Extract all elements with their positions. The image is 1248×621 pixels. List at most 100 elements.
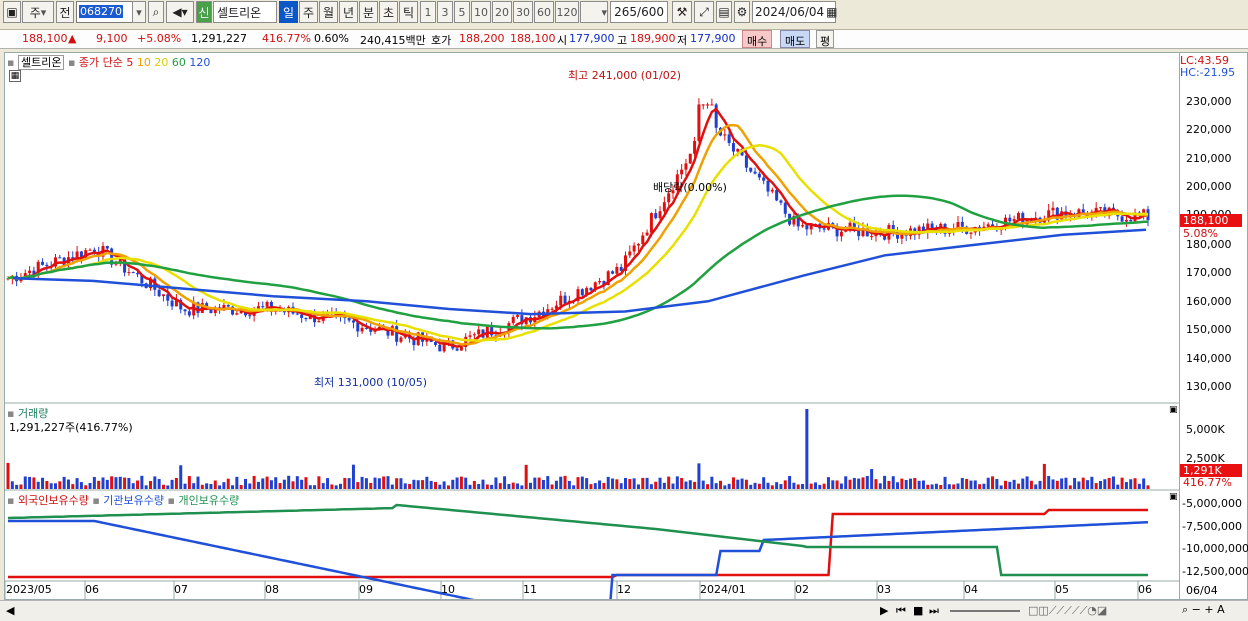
volume-bar bbox=[23, 476, 27, 489]
ma5-label[interactable]: 5 bbox=[126, 56, 134, 69]
volume-bar bbox=[291, 481, 295, 489]
span-5[interactable]: 5 bbox=[454, 1, 470, 23]
window-icon[interactable]: ▣ bbox=[3, 1, 21, 23]
bid-price: 188,100 bbox=[510, 32, 556, 45]
trade-amount: 240,415백만 bbox=[360, 34, 426, 47]
individual-holding-label[interactable]: 개인보유수량 bbox=[178, 494, 240, 507]
volume-title-text[interactable]: 거래량 bbox=[17, 407, 49, 420]
candle-body bbox=[753, 171, 757, 174]
low-price: 177,900 bbox=[690, 32, 736, 45]
period-year[interactable]: 년 bbox=[339, 1, 358, 23]
scroll-right-icon[interactable]: ▶ bbox=[880, 604, 889, 617]
tool-icons[interactable]: □◫⟋⟋⟋⟋⟋◔◪ bbox=[1028, 604, 1108, 617]
gear-icon[interactable]: ⚙ bbox=[734, 1, 750, 23]
hold-tick-10m: -10,000,000 bbox=[1182, 542, 1248, 555]
avg-button[interactable]: 평 bbox=[816, 30, 835, 48]
candle-body bbox=[636, 244, 640, 246]
y-tick-150000: 150,000 bbox=[1186, 323, 1232, 336]
volume-bar bbox=[256, 481, 260, 489]
span-10[interactable]: 10 bbox=[471, 1, 491, 23]
candle-body bbox=[23, 273, 27, 278]
stock-name-tag[interactable]: 셀트리온 bbox=[17, 55, 65, 70]
grid-toggle-icon[interactable]: ▦ bbox=[9, 70, 21, 82]
candle-body bbox=[706, 104, 710, 106]
volume-bar bbox=[598, 480, 602, 489]
volume-bar bbox=[282, 479, 286, 489]
volume-bar bbox=[632, 478, 636, 489]
panel-close-icon[interactable]: ▣ bbox=[1169, 492, 1178, 502]
ma20-label[interactable]: 20 bbox=[154, 56, 169, 69]
candle-body bbox=[412, 338, 416, 346]
volume-bar bbox=[891, 476, 895, 489]
period-second[interactable]: 초 bbox=[379, 1, 398, 23]
span-1[interactable]: 1 bbox=[420, 1, 436, 23]
period-week[interactable]: 주 bbox=[299, 1, 318, 23]
speaker-icon[interactable]: ◀▾ bbox=[166, 1, 194, 23]
volume-bar bbox=[796, 484, 800, 489]
chart-area[interactable]: ▪ 셀트리온 ▪ 종가 단순 5 10 20 60 120 ▦ 최고 241,0… bbox=[4, 52, 1180, 600]
chart-canvas[interactable] bbox=[5, 53, 1179, 599]
volume-bar bbox=[736, 479, 740, 489]
span-3[interactable]: 3 bbox=[437, 1, 453, 23]
volume-bar bbox=[403, 483, 407, 489]
date-field[interactable]: 2024/06/04 ▦ bbox=[752, 1, 838, 23]
volume-bar bbox=[196, 476, 200, 489]
candle-body bbox=[624, 255, 627, 271]
ma60-label[interactable]: 60 bbox=[171, 56, 186, 69]
panel-close-icon[interactable]: ▣ bbox=[1169, 405, 1178, 415]
hold-tick-12-5m: -12,500,000 bbox=[1182, 565, 1248, 578]
volume-bar bbox=[857, 478, 861, 489]
candle-body bbox=[766, 180, 770, 192]
volume-bar bbox=[731, 477, 735, 489]
market-select[interactable]: 주 ▾ bbox=[22, 1, 54, 23]
period-tick[interactable]: 틱 bbox=[399, 1, 418, 23]
candle-body bbox=[28, 270, 32, 274]
volume-bar bbox=[157, 479, 161, 489]
candle-body bbox=[395, 326, 399, 342]
candle-body bbox=[209, 309, 213, 314]
zoom-out-icon[interactable]: ⌕ − + A bbox=[1182, 603, 1225, 616]
span-dropdown[interactable]: ▾ bbox=[580, 1, 608, 23]
buy-button[interactable]: 매수 bbox=[742, 30, 773, 48]
period-minute[interactable]: 분 bbox=[359, 1, 378, 23]
y-tick-130000: 130,000 bbox=[1186, 380, 1232, 393]
draw-icon[interactable]: ⤢ bbox=[694, 1, 714, 23]
stock-name-field[interactable]: 셀트리온 bbox=[213, 1, 277, 23]
new-badge: 신 bbox=[196, 1, 212, 23]
x-axis-03: 03 bbox=[877, 583, 891, 596]
x-axis-04: 04 bbox=[964, 583, 978, 596]
count-field[interactable]: 265/600 bbox=[610, 1, 668, 23]
volume-bar bbox=[870, 469, 874, 489]
span-120[interactable]: 120 bbox=[555, 1, 579, 23]
volume-bar bbox=[75, 478, 79, 489]
candle-body bbox=[883, 234, 887, 240]
span-20[interactable]: 20 bbox=[492, 1, 512, 23]
span-60[interactable]: 60 bbox=[534, 1, 554, 23]
zoom-slider[interactable] bbox=[950, 610, 1020, 612]
search-icon[interactable]: ⌕ bbox=[148, 1, 164, 23]
volume-bar bbox=[421, 480, 425, 489]
institution-holding-label[interactable]: 기관보유수량 bbox=[103, 494, 165, 507]
ma10-label[interactable]: 10 bbox=[136, 56, 151, 69]
next-page-icon[interactable]: ⏭ bbox=[929, 604, 939, 617]
tools-icon[interactable]: ⚒ bbox=[672, 1, 692, 23]
volume-bar bbox=[15, 484, 19, 489]
volume-bar bbox=[209, 484, 213, 489]
code-dropdown-button[interactable]: ▾ bbox=[132, 1, 146, 23]
ma120-label[interactable]: 120 bbox=[189, 56, 211, 69]
period-month[interactable]: 월 bbox=[319, 1, 338, 23]
period-day[interactable]: 일 bbox=[279, 1, 298, 23]
bottom-scrollbar[interactable]: ◀ ▶ ⏮ ■ ⏭ □◫⟋⟋⟋⟋⟋◔◪ ⌕ − + A bbox=[0, 600, 1248, 621]
scroll-left-icon[interactable]: ◀ bbox=[6, 604, 15, 617]
first-page-icon[interactable]: ⏮ bbox=[896, 604, 906, 617]
stock-code-input[interactable]: 068270 bbox=[76, 1, 146, 23]
candle-body bbox=[960, 221, 964, 227]
stop-icon[interactable]: ■ bbox=[913, 604, 924, 617]
sell-button[interactable]: 매도 bbox=[780, 30, 811, 48]
volume-bar bbox=[1129, 479, 1133, 489]
foreign-holding-label[interactable]: 외국인보유수량 bbox=[17, 494, 89, 507]
span-30[interactable]: 30 bbox=[513, 1, 533, 23]
save-icon[interactable]: ▤ bbox=[716, 1, 732, 23]
prev-button[interactable]: 전 bbox=[56, 1, 74, 23]
ma-label[interactable]: 종가 단순 bbox=[78, 56, 123, 69]
